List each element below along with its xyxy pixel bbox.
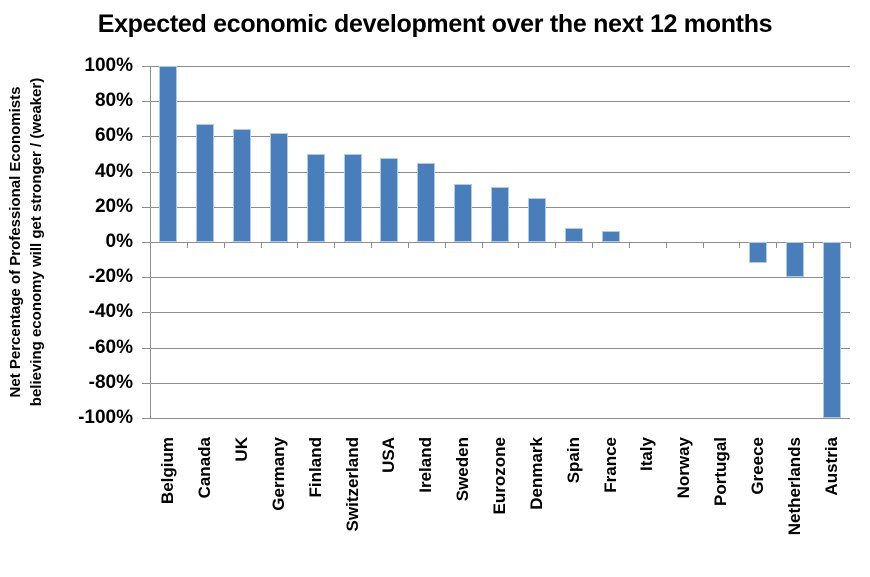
y-tick-label: 80% xyxy=(94,90,133,111)
x-axis-tick-mark xyxy=(666,242,667,248)
y-tick-label: -20% xyxy=(88,266,133,287)
x-axis-tick-mark xyxy=(150,242,151,248)
chart-title: Expected economic development over the n… xyxy=(97,10,773,38)
x-axis-tick-mark xyxy=(850,242,851,248)
x-axis-tick-mark xyxy=(776,242,777,248)
y-tick-label: 0% xyxy=(105,231,133,252)
x-axis-tick-mark xyxy=(703,242,704,248)
y-tick-label: -100% xyxy=(78,407,133,428)
x-axis-tick-mark xyxy=(739,242,740,248)
x-axis-tick-mark xyxy=(445,242,446,248)
x-axis-tick-mark xyxy=(224,242,225,248)
bar-germany xyxy=(270,133,288,242)
gridline--80 xyxy=(150,383,850,384)
y-axis-title-line1: Net Percentage of Professional Economist… xyxy=(7,86,24,398)
gridline-80 xyxy=(150,101,850,102)
x-axis-tick-mark xyxy=(408,242,409,248)
y-tick-label: 40% xyxy=(94,161,133,182)
gridline-100 xyxy=(150,66,850,67)
x-label-ireland: Ireland xyxy=(416,437,435,493)
y-tick-label: 60% xyxy=(94,125,133,146)
gridline--100 xyxy=(150,418,850,419)
x-label-switzerland: Switzerland xyxy=(343,437,362,532)
x-label-canada: Canada xyxy=(195,437,214,499)
gridline--60 xyxy=(150,348,850,349)
x-label-norway: Norway xyxy=(674,437,693,499)
bar-netherlands xyxy=(786,242,804,277)
x-axis-tick-mark xyxy=(261,242,262,248)
x-label-greece: Greece xyxy=(748,437,767,495)
x-label-germany: Germany xyxy=(269,437,288,511)
gridline--20 xyxy=(150,277,850,278)
y-axis-tick-mark xyxy=(142,207,150,208)
x-axis-tick-mark xyxy=(518,242,519,248)
gridline-40 xyxy=(150,172,850,173)
bar-belgium xyxy=(159,66,177,242)
y-axis-tick-mark xyxy=(142,418,150,419)
bar-eurozone xyxy=(491,187,509,242)
x-label-sweden: Sweden xyxy=(453,437,472,502)
bar-france xyxy=(602,231,620,242)
y-tick-label: 100% xyxy=(84,55,133,76)
x-axis-tick-mark xyxy=(187,242,188,248)
bar-uk xyxy=(233,129,251,242)
x-label-netherlands: Netherlands xyxy=(785,437,804,536)
y-tick-label: 20% xyxy=(94,196,133,217)
y-axis-tick-mark xyxy=(142,242,150,243)
bar-finland xyxy=(307,154,325,242)
x-label-usa: USA xyxy=(379,437,398,473)
x-label-denmark: Denmark xyxy=(527,437,546,510)
plot-area xyxy=(150,66,851,419)
x-label-france: France xyxy=(601,437,620,493)
y-tick-label: -80% xyxy=(88,372,133,393)
y-axis-tick-mark xyxy=(142,101,150,102)
x-axis-tick-mark xyxy=(629,242,630,248)
gridline-60 xyxy=(150,136,850,137)
x-axis-tick-mark xyxy=(297,242,298,248)
y-tick-label: -40% xyxy=(88,301,133,322)
x-label-eurozone: Eurozone xyxy=(490,437,509,515)
x-label-uk: UK xyxy=(232,437,251,462)
bar-usa xyxy=(380,158,398,242)
x-label-italy: Italy xyxy=(637,437,656,472)
gridline--40 xyxy=(150,312,850,313)
bar-denmark xyxy=(528,198,546,242)
x-axis-tick-mark xyxy=(555,242,556,248)
x-label-portugal: Portugal xyxy=(711,437,730,506)
y-axis-tick-mark xyxy=(142,136,150,137)
bar-spain xyxy=(565,228,583,242)
bar-ireland xyxy=(417,163,435,242)
x-label-spain: Spain xyxy=(564,437,583,484)
x-axis-tick-mark xyxy=(371,242,372,248)
x-label-finland: Finland xyxy=(306,437,325,498)
bar-canada xyxy=(196,124,214,242)
x-axis-tick-mark xyxy=(482,242,483,248)
x-axis-tick-mark xyxy=(334,242,335,248)
y-axis-tick-mark xyxy=(142,348,150,349)
y-axis-tick-mark xyxy=(142,66,150,67)
gridline-0 xyxy=(150,242,850,243)
y-tick-label: -60% xyxy=(88,337,133,358)
bar-austria xyxy=(823,242,841,418)
x-label-belgium: Belgium xyxy=(158,437,177,505)
x-axis-tick-mark xyxy=(592,242,593,248)
y-axis-tick-mark xyxy=(142,172,150,173)
bar-sweden xyxy=(454,184,472,242)
y-axis-tick-mark xyxy=(142,312,150,313)
y-axis-tick-mark xyxy=(142,277,150,278)
x-axis-tick-mark xyxy=(813,242,814,248)
bar-switzerland xyxy=(344,154,362,242)
bar-greece xyxy=(749,242,767,263)
x-label-austria: Austria xyxy=(822,437,841,496)
y-axis-tick-mark xyxy=(142,383,150,384)
